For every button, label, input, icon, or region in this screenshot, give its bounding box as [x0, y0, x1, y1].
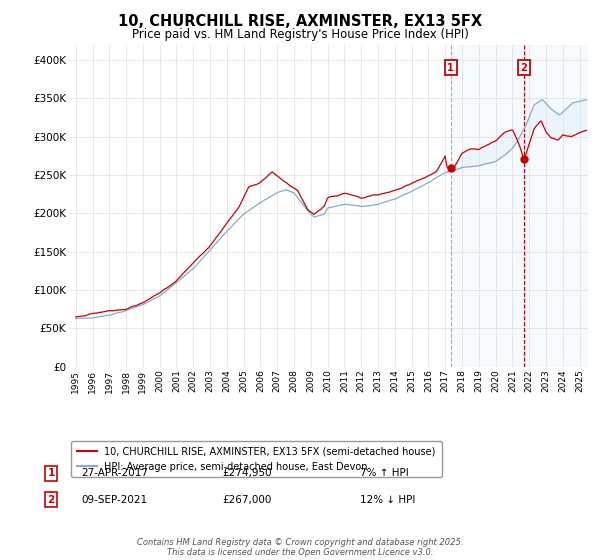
Text: Contains HM Land Registry data © Crown copyright and database right 2025.
This d: Contains HM Land Registry data © Crown c… [137, 538, 463, 557]
Text: 12% ↓ HPI: 12% ↓ HPI [360, 494, 415, 505]
Text: 2: 2 [521, 63, 527, 73]
Text: Price paid vs. HM Land Registry's House Price Index (HPI): Price paid vs. HM Land Registry's House … [131, 28, 469, 41]
Text: 2: 2 [47, 494, 55, 505]
Text: £267,000: £267,000 [222, 494, 271, 505]
Text: 1: 1 [448, 63, 454, 73]
Legend: 10, CHURCHILL RISE, AXMINSTER, EX13 5FX (semi-detached house), HPI: Average pric: 10, CHURCHILL RISE, AXMINSTER, EX13 5FX … [71, 441, 442, 478]
Text: 10, CHURCHILL RISE, AXMINSTER, EX13 5FX: 10, CHURCHILL RISE, AXMINSTER, EX13 5FX [118, 14, 482, 29]
Text: £274,950: £274,950 [222, 468, 272, 478]
Text: 09-SEP-2021: 09-SEP-2021 [81, 494, 147, 505]
Text: 1: 1 [47, 468, 55, 478]
Bar [524, 45, 588, 367]
Text: 27-APR-2017: 27-APR-2017 [81, 468, 148, 478]
Text: 7% ↑ HPI: 7% ↑ HPI [360, 468, 409, 478]
Bar [451, 45, 524, 367]
